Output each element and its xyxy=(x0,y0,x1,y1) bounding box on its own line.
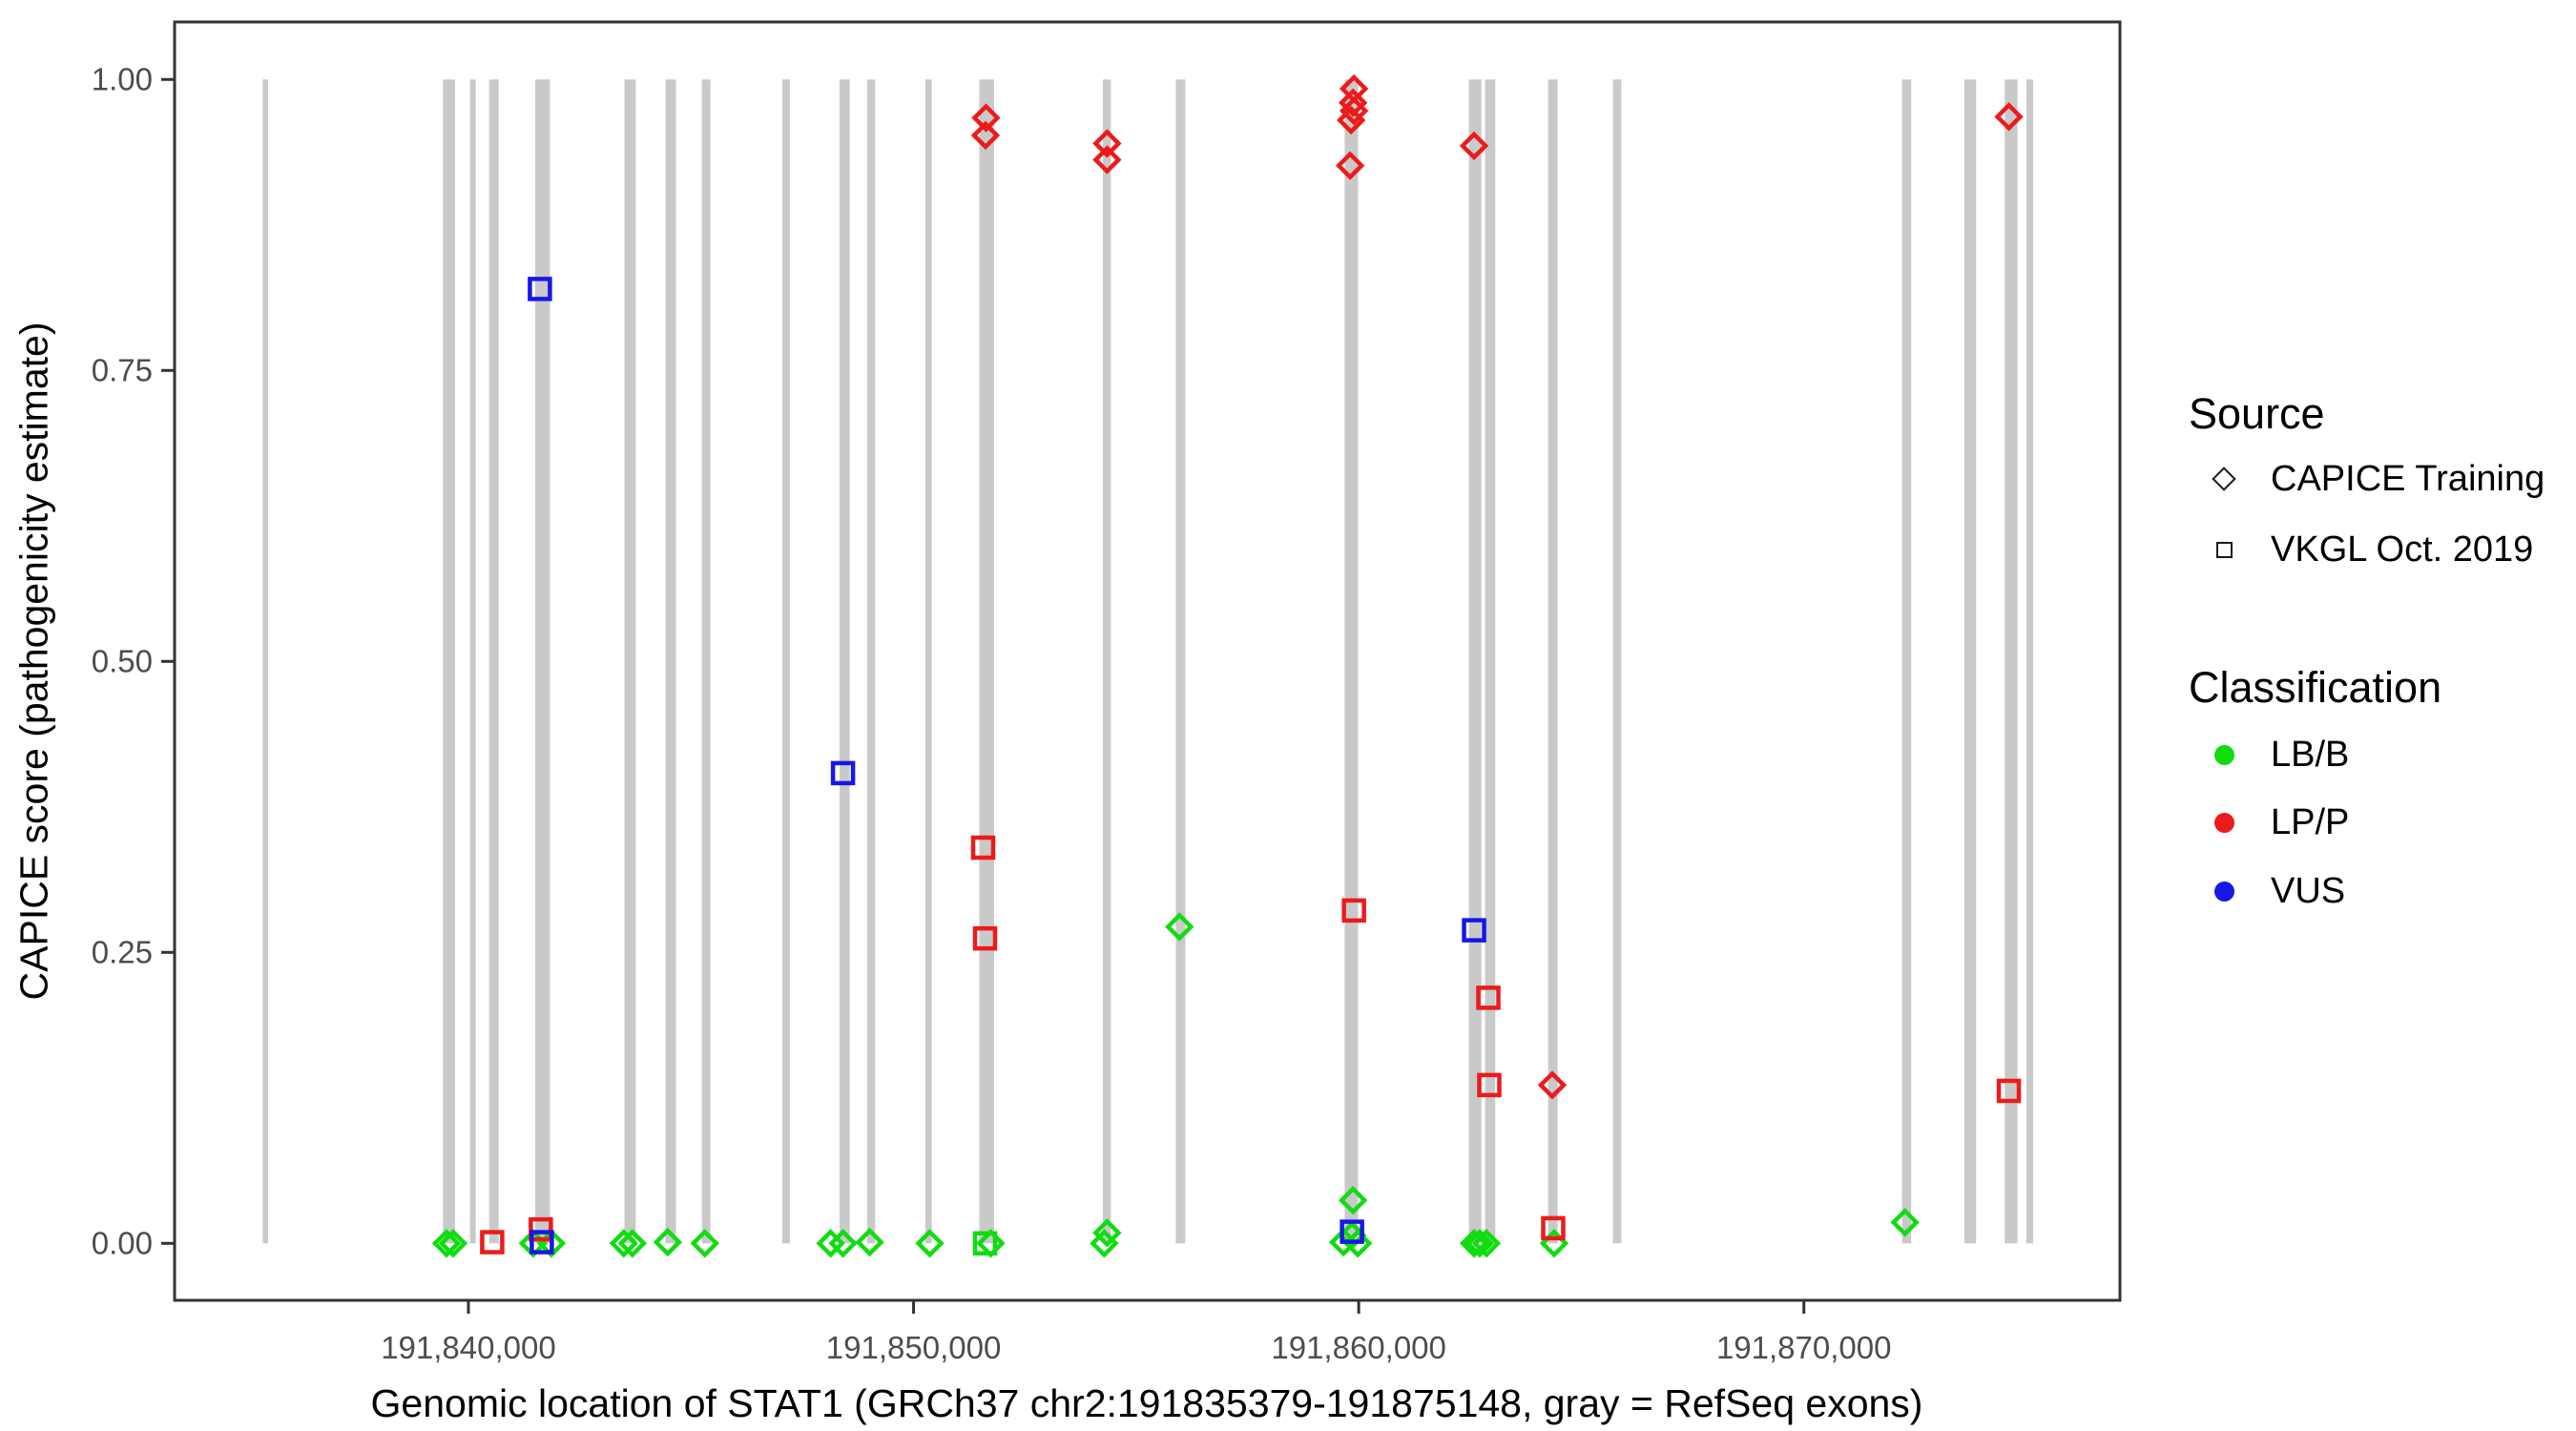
data-point-diamond xyxy=(431,1229,462,1258)
data-point-diamond xyxy=(617,1229,647,1258)
legend-item-label: VKGL Oct. 2019 xyxy=(2271,529,2534,570)
data-point-square xyxy=(1340,1219,1364,1244)
data-point-square xyxy=(530,1230,554,1255)
data-point-diamond xyxy=(1342,1229,1373,1258)
refseq-exon-bar xyxy=(443,79,455,1244)
refseq-exon-bar xyxy=(665,79,676,1244)
refseq-exon-bar xyxy=(488,79,499,1244)
data-point-square xyxy=(972,925,998,951)
data-point-diamond xyxy=(609,1229,638,1258)
refseq-exon-bar xyxy=(866,79,876,1244)
data-point-diamond xyxy=(1459,131,1489,161)
legend-source-title: Source xyxy=(2189,389,2325,438)
data-point-diamond xyxy=(855,1227,884,1257)
refseq-exon-bar xyxy=(781,79,790,1244)
y-axis-tick-label: 1.00 xyxy=(92,61,153,96)
data-point-diamond xyxy=(828,1229,858,1258)
x-axis-tick-label: 191,860,000 xyxy=(1271,1330,1446,1365)
data-point-diamond xyxy=(1338,88,1368,117)
legend-item-label: LP/P xyxy=(2271,801,2350,842)
data-point-square xyxy=(1541,1215,1566,1241)
data-point-square xyxy=(970,835,996,861)
data-point-square xyxy=(830,760,856,786)
data-point-diamond xyxy=(1092,145,1122,175)
data-point-diamond xyxy=(915,1229,945,1258)
x-axis-tick-label: 191,870,000 xyxy=(1716,1330,1892,1365)
data-point-diamond xyxy=(690,1229,719,1258)
data-point-diamond xyxy=(1339,96,1369,126)
refseq-exon-bar xyxy=(262,79,268,1244)
refseq-exon-bar xyxy=(1963,79,1977,1244)
y-axis-tick-label: 0.25 xyxy=(92,934,153,969)
legend-item-lbb: LB/B xyxy=(2210,731,2349,778)
refseq-exon-bar xyxy=(839,79,850,1244)
square-key-icon xyxy=(2210,541,2238,558)
y-axis-tick-label: 0.50 xyxy=(92,643,153,678)
data-point-diamond xyxy=(1335,151,1365,180)
refseq-exon-bar xyxy=(1548,79,1558,1244)
x-axis-tick-label: 191,840,000 xyxy=(381,1330,556,1365)
refseq-exon-bar xyxy=(1612,79,1622,1244)
legend-item-label: CAPICE Training xyxy=(2271,458,2545,499)
x-axis-title: Genomic location of STAT1 (GRCh37 chr2:1… xyxy=(370,1381,1923,1425)
data-point-square xyxy=(1477,1072,1502,1098)
data-point-square xyxy=(1462,918,1486,943)
refseq-exon-bar xyxy=(979,79,994,1244)
refseq-exon-bar xyxy=(1468,79,1482,1244)
y-axis-tick-label: 0.00 xyxy=(92,1225,153,1260)
refseq-exon-bar xyxy=(1344,79,1359,1244)
data-point-diamond xyxy=(438,1229,468,1258)
legend-item-vus: VUS xyxy=(2210,867,2345,915)
legend-item-lpp: LP/P xyxy=(2210,798,2349,846)
data-point-diamond xyxy=(970,120,1001,151)
legend-item-vkgl: VKGL Oct. 2019 xyxy=(2210,526,2533,573)
data-point-diamond xyxy=(1092,129,1122,158)
x-axis-tick-label: 191,850,000 xyxy=(826,1330,1002,1365)
refseq-exon-bar xyxy=(1485,79,1496,1244)
blue-dot-icon xyxy=(2210,881,2238,902)
data-point-square xyxy=(972,1231,998,1256)
data-point-diamond xyxy=(1890,1208,1920,1237)
red-dot-icon xyxy=(2210,812,2238,833)
data-point-diamond xyxy=(976,1229,1006,1258)
refseq-exon-bar xyxy=(624,79,636,1244)
y-axis-title: CAPICE score (pathogenicity estimate) xyxy=(11,321,56,1001)
data-point-diamond xyxy=(1994,102,2024,132)
diamond-key-icon xyxy=(2210,467,2238,491)
refseq-exon-bar xyxy=(701,79,711,1244)
data-point-diamond xyxy=(1165,912,1195,942)
refseq-exon-bar xyxy=(924,79,932,1244)
green-dot-icon xyxy=(2210,744,2238,765)
data-point-square xyxy=(529,1216,553,1242)
legend-item-label: LB/B xyxy=(2271,734,2350,775)
refseq-exon-bar xyxy=(469,79,476,1244)
y-axis-tick-label: 0.75 xyxy=(92,352,153,387)
refseq-exon-bar xyxy=(1103,79,1111,1244)
data-point-diamond xyxy=(1471,1229,1502,1258)
data-point-square xyxy=(1341,898,1366,923)
refseq-exon-bar xyxy=(2025,79,2033,1244)
legend-classification-title: Classification xyxy=(2189,663,2442,712)
data-point-diamond xyxy=(1537,1070,1568,1100)
data-point-diamond xyxy=(1465,1229,1495,1258)
data-point-square xyxy=(1996,1078,2022,1104)
data-point-diamond xyxy=(1338,1185,1368,1215)
refseq-exon-bar xyxy=(2005,79,2018,1244)
data-point-diamond xyxy=(971,103,1001,133)
data-point-square xyxy=(1476,985,1501,1010)
data-point-diamond xyxy=(653,1227,682,1257)
data-point-square xyxy=(528,277,552,301)
legend-item-label: VUS xyxy=(2271,870,2346,911)
refseq-exon-bar xyxy=(534,79,551,1244)
refseq-exon-bar xyxy=(1175,79,1186,1244)
panel-border xyxy=(173,20,2122,1302)
refseq-exon-bar xyxy=(1901,79,1912,1244)
legend-item-capice-training: CAPICE Training xyxy=(2210,455,2545,503)
data-point-diamond xyxy=(1092,1218,1122,1248)
data-point-square xyxy=(480,1230,505,1255)
